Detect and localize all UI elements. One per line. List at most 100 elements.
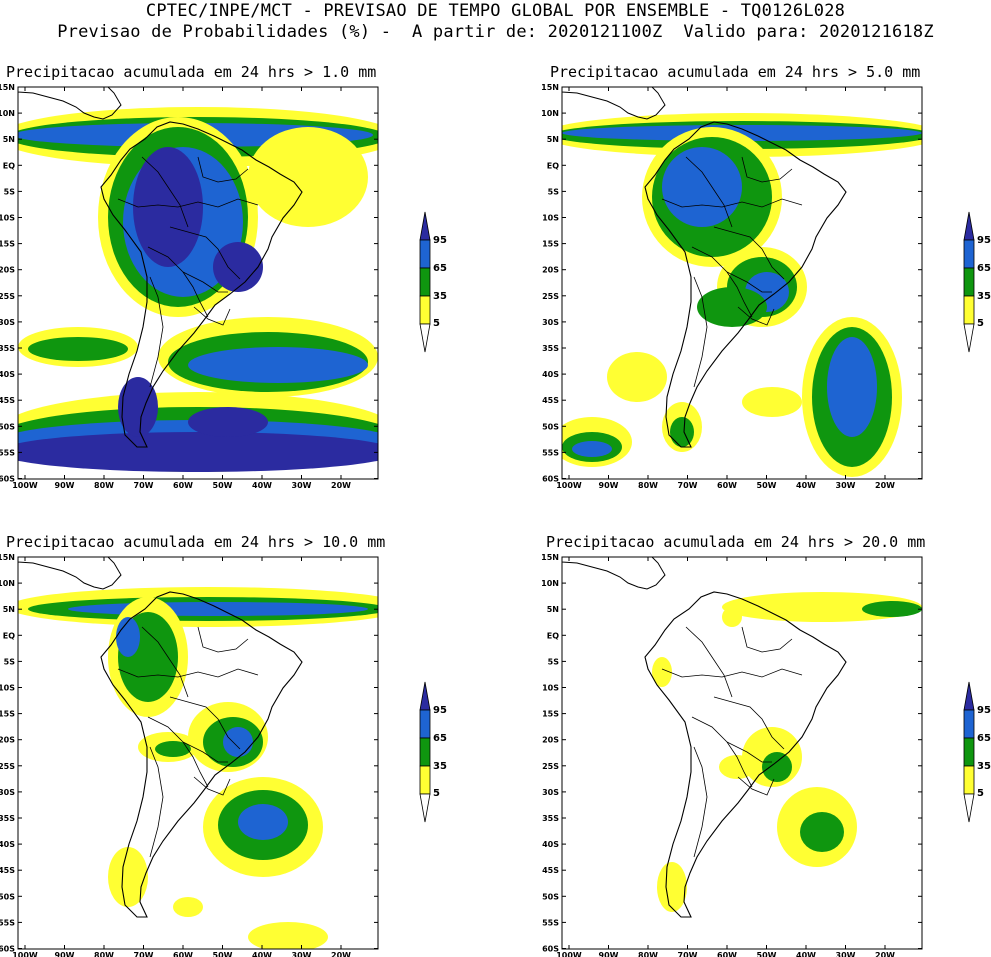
lat-label: 40S [0, 840, 15, 849]
lat-label: 10S [0, 684, 15, 693]
lon-label: 80W [94, 481, 114, 490]
lon-label: 100W [556, 951, 582, 957]
lat-label: 30S [542, 318, 559, 327]
lon-label: 50W [757, 951, 777, 957]
legend-p1: 95 65 35 5 [419, 211, 447, 353]
legend-low-arrow [963, 323, 975, 353]
lat-label: 5S [4, 657, 16, 666]
legend-p4: 95 65 35 5 [963, 681, 991, 823]
legend-label: 5 [977, 788, 984, 799]
lat-label: 5N [3, 605, 15, 614]
legend-5-box [963, 765, 975, 795]
map-panel-p1: 15N 10N 5N EQ 5S 10S 15S 20S 25S 30S 35S 40S 45S 50S 5… [0, 83, 379, 490]
probability-shading [657, 862, 687, 912]
map-panel-p4: 15N 10N 5N EQ 5S 10S 15S 20S 25S 30S 35S 40S 45S 50S 5… [541, 553, 923, 957]
lon-label: 40W [252, 951, 272, 957]
probability-shading [133, 147, 203, 267]
probability-shading [800, 812, 844, 852]
map-panel-p3: 15N 10N 5N EQ 5S 10S 15S 20S 25S 30S 35S 40S 45S 50S 5… [0, 553, 379, 957]
lat-label: 40S [542, 370, 559, 379]
lat-label: 30S [0, 788, 15, 797]
legend-label: 35 [433, 761, 447, 772]
legend-p2: 95 65 35 5 [963, 211, 991, 353]
legend-95-arrow [419, 681, 431, 711]
legend-label: 35 [433, 291, 447, 302]
lat-label: 25S [0, 292, 15, 301]
probability-shading [238, 804, 288, 840]
lon-label: 20W [331, 951, 351, 957]
lat-label: 45S [0, 396, 15, 405]
lat-label: 10N [541, 109, 559, 118]
legend-low-arrow [419, 323, 431, 353]
lon-label: 50W [213, 951, 233, 957]
lon-label: 80W [638, 481, 658, 490]
legend-label: 95 [433, 235, 447, 246]
lat-label: 60S [542, 945, 559, 954]
lat-label: 5S [548, 657, 560, 666]
legend-65-box [963, 709, 975, 739]
lon-label: 80W [94, 951, 114, 957]
lat-label: 50S [542, 422, 559, 431]
lat-label: 5N [3, 135, 15, 144]
probability-shading [173, 897, 203, 917]
probability-shading [827, 337, 877, 437]
lat-label: 25S [542, 762, 559, 771]
lat-label: 20S [0, 736, 15, 745]
lat-label: 50S [542, 892, 559, 901]
panel-title-1mm: Precipitacao acumulada em 24 hrs > 1.0 m… [6, 63, 377, 81]
lon-label: 40W [252, 481, 272, 490]
probability-shading [188, 407, 268, 437]
probability-shading [28, 337, 128, 361]
lat-label: 10S [0, 214, 15, 223]
legend-5-box [963, 295, 975, 325]
lat-label: 40S [0, 370, 15, 379]
lat-label: 35S [0, 814, 15, 823]
lat-label: EQ [3, 161, 15, 170]
lat-label: 60S [0, 945, 15, 954]
lat-label: 40S [542, 840, 559, 849]
lon-label: 50W [213, 481, 233, 490]
legend-65-box [419, 239, 431, 269]
map-frame [17, 86, 379, 480]
lat-label: 55S [0, 448, 15, 457]
panel-title-10mm: Precipitacao acumulada em 24 hrs > 10.0 … [6, 533, 386, 551]
lat-label: 15S [542, 710, 559, 719]
lat-label: 20S [0, 266, 15, 275]
lon-label: 30W [292, 481, 312, 490]
lon-label: 90W [599, 951, 619, 957]
lon-label: 100W [12, 481, 38, 490]
legend-35-box [419, 737, 431, 767]
legend-label: 5 [977, 318, 984, 329]
lon-label: 30W [292, 951, 312, 957]
lat-label: 10S [542, 684, 559, 693]
map-panel-p2: 15N 10N 5N EQ 5S 10S 15S 20S 25S 30S 35S 40S 45S 50S 5… [541, 83, 923, 490]
legend-label: 65 [977, 733, 991, 744]
panel-title-20mm: Precipitacao acumulada em 24 hrs > 20.0 … [546, 533, 926, 551]
lat-label: 15S [0, 710, 15, 719]
probability-shading [248, 922, 328, 949]
panel-title-5mm: Precipitacao acumulada em 24 hrs > 5.0 m… [550, 63, 921, 81]
lat-label: 15N [541, 553, 559, 562]
legend-label: 65 [433, 263, 447, 274]
lon-label: 70W [678, 481, 698, 490]
lat-label: 50S [0, 892, 15, 901]
lat-label: 45S [542, 396, 559, 405]
legend-p3: 95 65 35 5 [419, 681, 447, 823]
probability-shading [670, 417, 694, 447]
lon-label: 70W [134, 951, 154, 957]
lon-label: 70W [134, 481, 154, 490]
probability-shading [607, 352, 667, 402]
probability-shading [719, 755, 755, 779]
lat-label: 20S [542, 736, 559, 745]
lon-label: 50W [757, 481, 777, 490]
lat-label: 30S [542, 788, 559, 797]
lon-label: 60W [717, 951, 737, 957]
lon-label: 20W [875, 951, 895, 957]
lat-label: 15S [0, 240, 15, 249]
legend-95-arrow [419, 211, 431, 241]
lat-label: 30S [0, 318, 15, 327]
legend-low-arrow [963, 793, 975, 823]
probability-shading [248, 127, 368, 227]
probability-shading [722, 607, 742, 627]
